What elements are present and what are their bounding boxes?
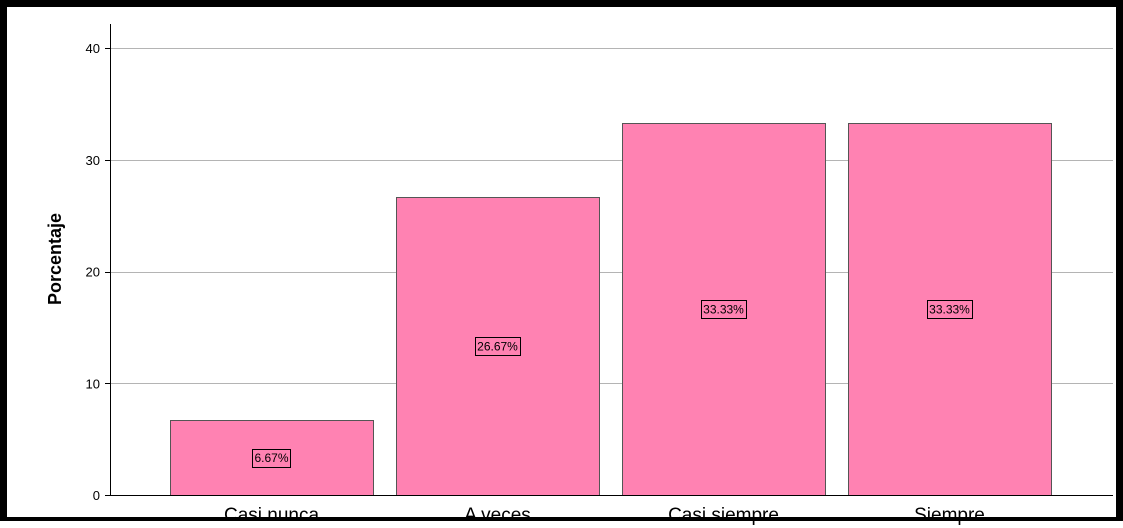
data-label-text: 33.33% — [929, 302, 970, 316]
data-label-text: 26.67% — [477, 339, 518, 353]
data-label-1: 6.67% — [252, 449, 291, 468]
y-tick-label-30: 30 — [86, 153, 100, 168]
y-tick-label-0: 0 — [93, 488, 100, 503]
data-label-3: 33.33% — [701, 300, 747, 319]
data-label-box — [927, 300, 973, 319]
x-tick-label-casi-siempre: Casi siempre — [668, 505, 779, 526]
bar-chart: 0 10 20 30 40 Casi nunca A veces Casi siempre S… — [45, 24, 1113, 526]
data-label-text: 33.33% — [703, 302, 744, 316]
axes — [105, 24, 1113, 496]
data-label-box — [252, 449, 291, 468]
data-label-2: 26.67% — [475, 337, 521, 356]
data-labels: 6.67% 26.67% 33.33% 33.33% — [252, 300, 973, 468]
data-label-box — [701, 300, 747, 319]
y-axis-label: Porcentaje — [45, 213, 65, 305]
x-tick-label-a-veces: A veces — [464, 505, 531, 526]
y-tick-label-40: 40 — [86, 41, 100, 56]
bars — [170, 123, 1052, 496]
x-category-labels: Casi nunca A veces Casi siempre Siempre — [224, 505, 985, 526]
data-label-box — [475, 337, 521, 356]
y-tick-labels: 0 10 20 30 40 — [86, 41, 100, 503]
x-tick-label-casi-nunca: Casi nunca — [224, 505, 319, 526]
y-tick-label-10: 10 — [86, 376, 100, 391]
data-label-4: 33.33% — [927, 300, 973, 319]
x-tick-label-siempre: Siempre — [914, 505, 985, 526]
data-label-text: 6.67% — [254, 451, 288, 465]
y-tick-label-20: 20 — [86, 265, 100, 280]
